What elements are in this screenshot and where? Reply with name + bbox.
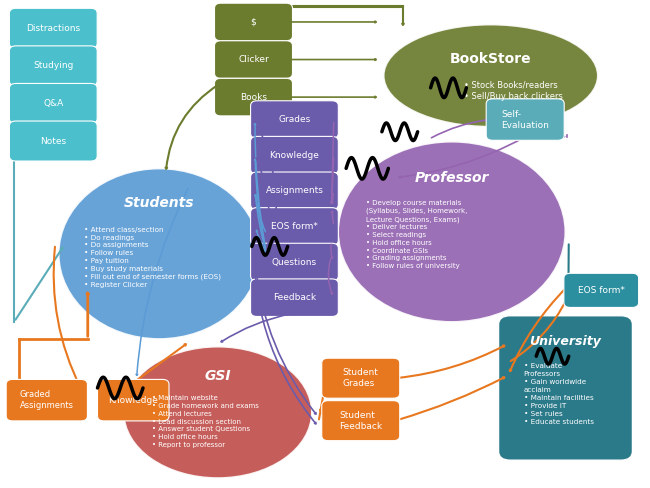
Text: • Evaluate
Professors
• Gain worldwide
acclaim
• Maintain facilities
• Provide I: • Evaluate Professors • Gain worldwide a… (523, 363, 593, 425)
FancyBboxPatch shape (9, 83, 97, 123)
Text: Questions: Questions (272, 258, 317, 266)
Text: BookStore: BookStore (450, 52, 532, 65)
Text: Student
Grades: Student Grades (343, 368, 379, 388)
Text: Professor: Professor (415, 171, 489, 185)
Text: • Attend class/section
• Do readings
• Do assignments
• Follow rules
• Pay tuiti: • Attend class/section • Do readings • D… (84, 227, 221, 287)
Ellipse shape (384, 24, 598, 127)
Text: Books: Books (240, 93, 267, 102)
Text: Knowledge: Knowledge (270, 151, 319, 160)
Ellipse shape (124, 346, 312, 478)
FancyBboxPatch shape (486, 99, 564, 141)
Text: Q&A: Q&A (43, 99, 64, 108)
FancyBboxPatch shape (499, 316, 632, 460)
Text: University: University (530, 334, 601, 347)
Ellipse shape (58, 168, 260, 339)
FancyBboxPatch shape (9, 46, 97, 86)
FancyBboxPatch shape (251, 279, 338, 317)
FancyBboxPatch shape (251, 136, 338, 174)
Text: Studying: Studying (33, 61, 73, 70)
FancyBboxPatch shape (251, 172, 338, 210)
FancyBboxPatch shape (214, 3, 292, 41)
Text: GSI: GSI (205, 369, 231, 383)
Text: EOS form*: EOS form* (271, 222, 318, 231)
FancyBboxPatch shape (98, 380, 169, 421)
Text: Knowledge: Knowledge (109, 396, 158, 405)
Text: Notes: Notes (40, 137, 66, 145)
FancyBboxPatch shape (322, 401, 400, 441)
Text: Students: Students (124, 196, 194, 209)
Text: • Maintain website
• Grade homework and exams
• Attend lectures
• Lead discussio: • Maintain website • Grade homework and … (152, 395, 259, 448)
Text: Graded
Assignments: Graded Assignments (20, 390, 74, 410)
Text: Grades: Grades (278, 115, 311, 124)
Text: Distractions: Distractions (26, 24, 81, 33)
FancyBboxPatch shape (9, 121, 97, 161)
Text: Self-
Evaluation: Self- Evaluation (501, 109, 549, 130)
Text: EOS form*: EOS form* (578, 286, 625, 295)
Text: • Stock Books/readers
• Sell/Buy back clickers: • Stock Books/readers • Sell/Buy back cl… (464, 81, 563, 102)
Text: Student
Feedback: Student Feedback (339, 410, 382, 431)
Text: Clicker: Clicker (238, 55, 269, 64)
FancyBboxPatch shape (564, 273, 638, 307)
FancyBboxPatch shape (251, 208, 338, 245)
FancyBboxPatch shape (6, 380, 87, 421)
Ellipse shape (338, 142, 566, 322)
FancyBboxPatch shape (322, 358, 400, 398)
FancyBboxPatch shape (9, 8, 97, 48)
FancyBboxPatch shape (251, 243, 338, 281)
Text: $: $ (251, 18, 256, 26)
Text: Feedback: Feedback (273, 293, 316, 302)
FancyBboxPatch shape (214, 79, 292, 116)
Text: Assignments: Assignments (265, 186, 324, 195)
FancyBboxPatch shape (214, 41, 292, 78)
FancyBboxPatch shape (251, 101, 338, 139)
Text: • Develop course materials
(Syllabus, Slides, Homework,
Lecture Questions, Exams: • Develop course materials (Syllabus, Sl… (367, 200, 468, 269)
